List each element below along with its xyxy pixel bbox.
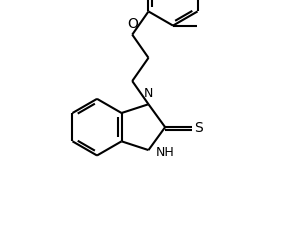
- Text: NH: NH: [156, 145, 174, 158]
- Text: S: S: [194, 121, 203, 135]
- Text: O: O: [127, 17, 138, 30]
- Text: N: N: [144, 87, 153, 100]
